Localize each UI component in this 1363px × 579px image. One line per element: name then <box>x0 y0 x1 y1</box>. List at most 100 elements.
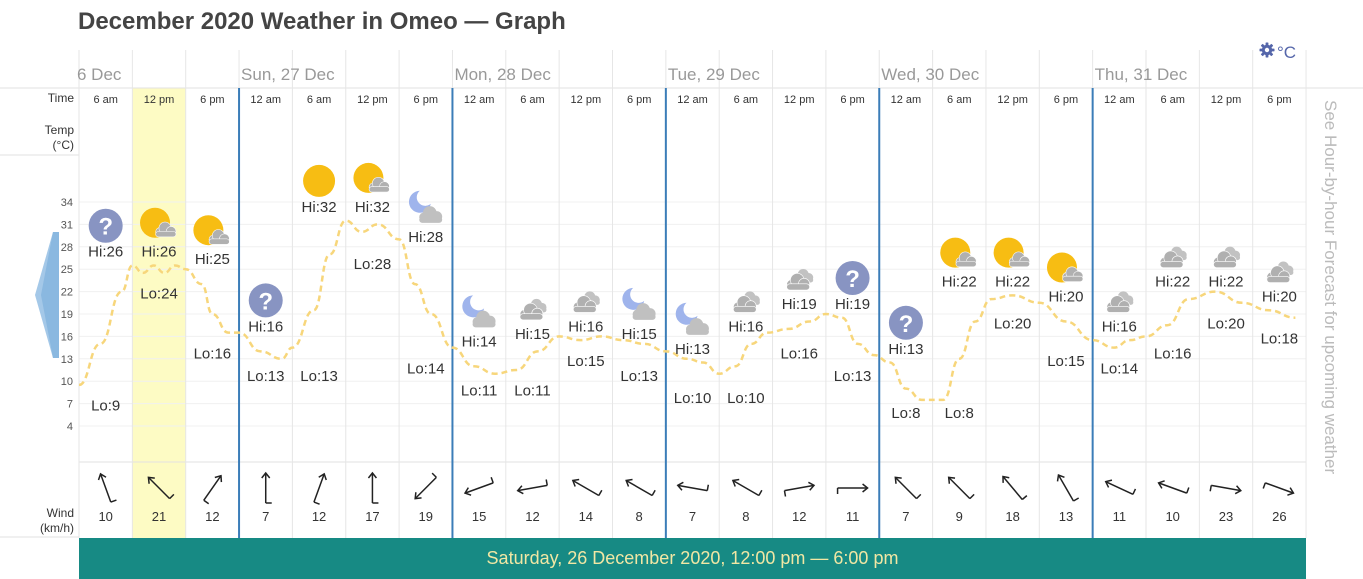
wind-arrow-icon <box>147 476 175 500</box>
selected-period-label: Saturday, 26 December 2020, 12:00 pm — 6… <box>486 548 899 568</box>
wind-speed-label: 7 <box>262 509 269 524</box>
lo-temp-label: Lo:16 <box>194 345 232 362</box>
highlight-column <box>132 88 186 538</box>
temp-unit-label: (°C) <box>53 138 74 152</box>
wind-speed-label: 10 <box>98 509 112 524</box>
lo-temp-label: Lo:8 <box>945 405 974 422</box>
wind-speed-label: 7 <box>902 509 909 524</box>
lo-temp-label: Lo:10 <box>674 390 712 407</box>
cloud-icon <box>786 269 814 291</box>
cloud-icon <box>519 298 547 321</box>
wind-speed-label: 17 <box>365 509 379 524</box>
wind-speed-label: 7 <box>689 509 696 524</box>
previous-arrow-button[interactable] <box>33 232 59 363</box>
wind-speed-label: 10 <box>1165 509 1179 524</box>
hi-temp-label: Hi:16 <box>568 318 603 335</box>
lo-temp-label: Lo:8 <box>891 405 920 422</box>
sun-cloud-icon <box>993 237 1030 268</box>
hi-temp-label: Hi:22 <box>942 274 977 291</box>
moon-cloud-icon <box>622 287 656 320</box>
wind-arrow-icon <box>1056 473 1080 502</box>
lo-temp-label: Lo:11 <box>514 383 550 400</box>
hi-temp-label: Hi:16 <box>728 318 763 335</box>
cloud-icon <box>1266 261 1294 283</box>
time-label: 12 pm <box>1211 94 1242 106</box>
moon-cloud-icon <box>408 190 443 223</box>
gear-icon <box>1259 42 1275 63</box>
wind-speed-label: 12 <box>312 509 326 524</box>
temp-row-label: Temp <box>45 123 75 137</box>
time-label: 6 am <box>947 94 971 106</box>
wind-arrow-icon <box>731 478 763 497</box>
wind-arrow-icon <box>1262 482 1295 496</box>
lo-temp-label: Lo:13 <box>620 368 658 385</box>
wind-arrow-icon <box>203 474 223 505</box>
unknown-icon: ? <box>888 305 923 340</box>
wind-arrow-icon <box>947 476 975 500</box>
wind-arrow-icon <box>1104 479 1137 496</box>
time-label: 12 pm <box>144 94 175 106</box>
time-label: 6 pm <box>1054 94 1078 106</box>
wind-speed-label: 23 <box>1219 509 1233 524</box>
y-tick-label: 19 <box>61 309 73 321</box>
wind-arrow-icon <box>894 476 922 500</box>
lo-temp-label: Lo:14 <box>1101 360 1139 377</box>
hi-temp-label: Hi:15 <box>515 326 550 343</box>
hi-temp-label: Hi:15 <box>622 326 657 343</box>
time-label: 12 am <box>891 94 922 106</box>
wind-arrow-icon <box>463 476 494 496</box>
lo-temp-label: Lo:9 <box>91 398 120 415</box>
day-label: Wed, 30 Dec <box>881 65 979 84</box>
unit-label: °C <box>1277 42 1297 62</box>
wind-arrow-icon <box>676 481 710 492</box>
lo-temp-label: Lo:16 <box>780 345 818 362</box>
wind-speed-label: 13 <box>1059 509 1073 524</box>
wind-arrow-icon <box>367 471 379 504</box>
hi-temp-label: Hi:13 <box>675 341 710 358</box>
y-tick-label: 13 <box>61 354 73 366</box>
cloud-icon <box>1159 246 1187 268</box>
lo-temp-label: Lo:20 <box>1207 316 1245 333</box>
wind-speed-label: 18 <box>1005 509 1019 524</box>
time-label: 6 pm <box>627 94 651 106</box>
lo-temp-label: Lo:24 <box>140 286 178 303</box>
lo-temp-label: Lo:28 <box>354 256 392 273</box>
y-tick-label: 10 <box>61 376 73 388</box>
weather-graph: 6 Dec Sun, 27 Dec Mon, 28 Dec Tue, 29 Dec We… <box>0 50 1363 538</box>
wind-speed-label: 9 <box>956 509 963 524</box>
lo-temp-label: Lo:11 <box>461 383 497 400</box>
svg-text:?: ? <box>258 288 273 315</box>
time-label: 12 pm <box>784 94 815 106</box>
wind-speed-label: 11 <box>846 509 860 524</box>
day-label: Tue, 29 Dec <box>668 65 760 84</box>
hi-temp-label: Hi:22 <box>995 274 1030 291</box>
y-tick-label: 7 <box>67 399 73 411</box>
time-label: 6 am <box>520 94 544 106</box>
hi-temp-label: Hi:26 <box>88 244 123 261</box>
hi-temp-label: Hi:32 <box>355 199 390 216</box>
y-tick-label: 4 <box>67 421 73 433</box>
time-label: 6 am <box>93 94 117 106</box>
chevron-left-icon <box>35 232 59 358</box>
hourly-forecast-link[interactable]: See Hour-by-hour Forecast for upcoming w… <box>1321 100 1340 475</box>
y-tick-label: 31 <box>61 219 73 231</box>
unit-settings-button[interactable]: °C <box>1259 42 1296 63</box>
wind-arrow-icon <box>97 472 117 503</box>
time-label: 12 am <box>464 94 495 106</box>
unknown-icon: ? <box>88 208 123 243</box>
wind-arrow-icon <box>1209 484 1242 495</box>
hi-temp-label: Hi:20 <box>1262 289 1297 306</box>
hi-temp-label: Hi:25 <box>195 251 230 268</box>
lo-temp-label: Lo:15 <box>1047 353 1085 370</box>
svg-text:?: ? <box>899 311 914 338</box>
day-label: Sun, 27 Dec <box>241 65 335 84</box>
wind-speed-label: 11 <box>1113 509 1127 524</box>
lo-temp-label: Lo:13 <box>247 368 285 385</box>
wind-arrow-icon <box>571 478 603 497</box>
wind-arrow-icon <box>625 478 656 497</box>
hi-temp-label: Hi:22 <box>1209 274 1244 291</box>
wind-arrow-icon <box>313 472 327 505</box>
hi-temp-label: Hi:16 <box>248 318 283 335</box>
wind-speed-label: 8 <box>742 509 749 524</box>
cloud-icon <box>572 291 600 313</box>
